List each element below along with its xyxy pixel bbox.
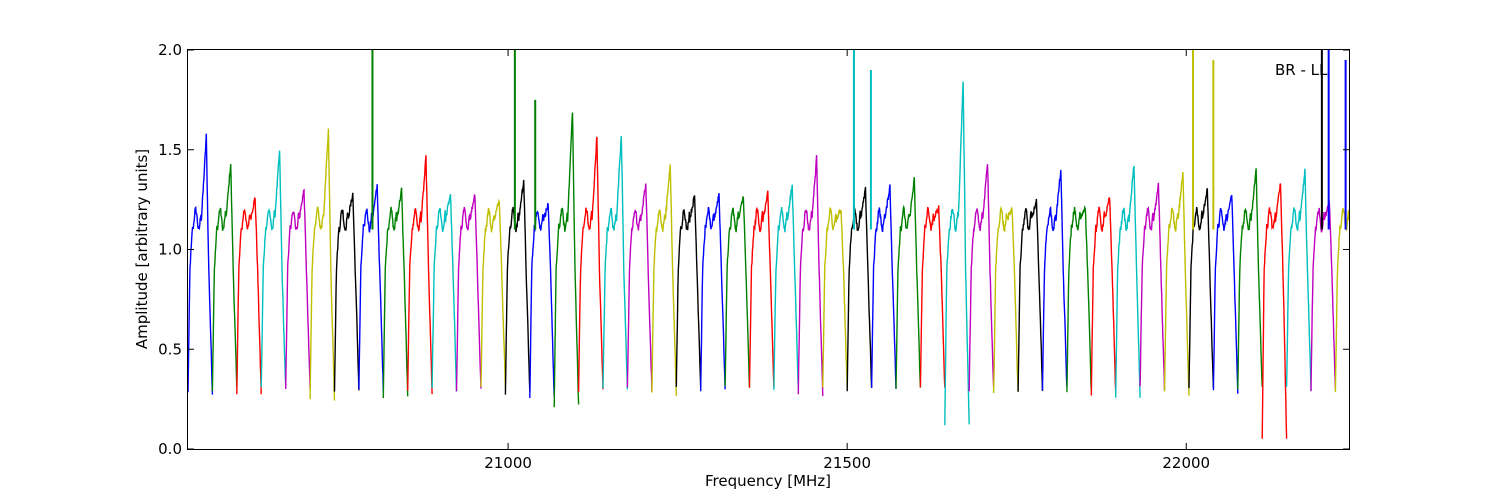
spectrum-segment-38 <box>1090 196 1117 396</box>
spectrum-segment-27 <box>822 206 848 388</box>
axes-frame <box>187 49 1350 450</box>
x-tick-label: 21500 <box>823 454 871 472</box>
spectrum-segment-14 <box>504 179 531 395</box>
spectrum-segment-46 <box>1285 168 1312 391</box>
spectrum-segment-5 <box>285 188 311 390</box>
spectrum-segment-10 <box>407 155 433 395</box>
spectrum-segment-40 <box>1139 182 1166 391</box>
spectrum-segment-32 <box>944 81 970 426</box>
spectrum-segment-3 <box>236 196 262 395</box>
spectrum-segment-17 <box>577 136 604 393</box>
spectrum-segment-45 <box>1261 183 1288 439</box>
spectrum-segment-23 <box>724 196 751 388</box>
spectrum-segment-33 <box>968 164 995 392</box>
spectrum-segment-4 <box>260 150 287 388</box>
spectrum-segment-20 <box>651 164 677 396</box>
spectrum-segment-28 <box>846 186 873 392</box>
annotation-label: BR - LL <box>1275 61 1328 79</box>
spectrum-segment-18 <box>602 136 629 390</box>
spectrum-segment-2 <box>211 163 238 392</box>
spectrum-segment-21 <box>675 195 702 389</box>
y-tick-label: 1.0 <box>158 241 182 259</box>
spectrum-segment-50 <box>1384 198 1408 394</box>
spectrum-segment-31 <box>919 205 946 388</box>
spectrum-segment-37 <box>1066 205 1092 393</box>
spectrum-segment-19 <box>626 183 653 393</box>
spectrum-segment-16 <box>553 112 580 408</box>
plot-area <box>188 50 1457 441</box>
spectrum-segment-11 <box>431 193 458 392</box>
spectrum-segment-7 <box>333 192 360 392</box>
y-tick-label: 0.5 <box>158 340 182 358</box>
x-tick-label: 22000 <box>1162 454 1210 472</box>
spectrum-segment-25 <box>773 184 799 390</box>
spectrum-segment-44 <box>1237 168 1263 390</box>
y-tick-label: 1.5 <box>158 141 182 159</box>
spectrum-segment-1 <box>188 133 214 395</box>
x-tick-label: 21000 <box>484 454 532 472</box>
spectrum-segment-26 <box>797 155 824 397</box>
spectrum-segment-9 <box>382 187 409 399</box>
spectrum-segment-42 <box>1188 188 1215 389</box>
spectrum-segment-51 <box>1409 180 1433 394</box>
y-tick-label: 0.0 <box>158 440 182 458</box>
spectrum-segment-35 <box>1017 198 1044 392</box>
spectrum-segment-34 <box>992 205 1019 394</box>
spectrum-segment-36 <box>1041 169 1068 391</box>
spectrum-segment-24 <box>748 190 775 388</box>
spectrum-segment-49 <box>1360 178 1384 391</box>
spectrum-segment-15 <box>529 202 555 399</box>
x-axis-label: Frequency [MHz] <box>705 472 831 490</box>
spectrum-segment-8 <box>358 184 384 392</box>
spectrum-segment-39 <box>1115 166 1141 398</box>
y-tick-label: 2.0 <box>158 41 182 59</box>
spectrum-segment-43 <box>1212 194 1239 394</box>
spectrum-segment-52 <box>1433 209 1457 441</box>
spectrum-segment-13 <box>480 198 507 389</box>
spectrum-segment-47 <box>1310 199 1337 392</box>
ticks: 21000 21500 22000 0.0 0.5 1.0 1.5 2.0 <box>158 41 1349 472</box>
spectrum-segment-30 <box>895 177 922 389</box>
y-axis-label: Amplitude [arbitrary units] <box>133 149 151 349</box>
spectrum-segment-41 <box>1163 171 1190 396</box>
spectrum-segment-22 <box>700 193 726 392</box>
spectrum-segment-12 <box>455 194 482 392</box>
spectrum-segment-48 <box>1334 207 1349 393</box>
spectrum-segment-6 <box>309 128 336 401</box>
spectrum-segment-29 <box>870 184 897 389</box>
